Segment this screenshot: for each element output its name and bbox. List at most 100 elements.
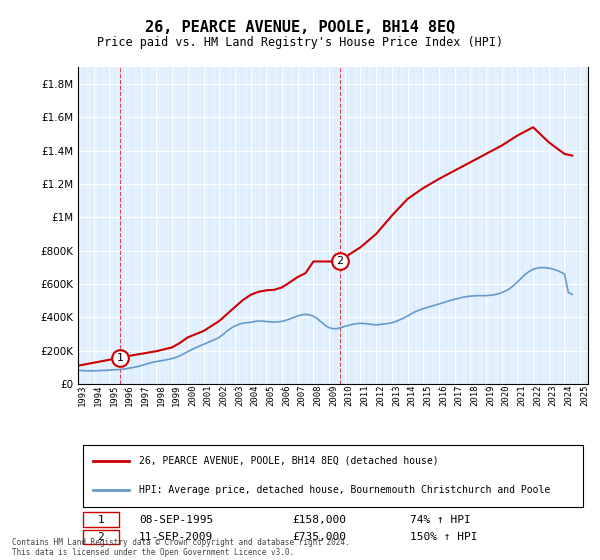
Bar <box>305 67 310 384</box>
Bar <box>313 67 317 384</box>
Bar <box>109 67 113 384</box>
Text: 1993: 1993 <box>78 384 87 405</box>
Bar <box>541 67 545 384</box>
Bar <box>282 67 286 384</box>
Text: Price paid vs. HM Land Registry's House Price Index (HPI): Price paid vs. HM Land Registry's House … <box>97 36 503 49</box>
Text: 1996: 1996 <box>125 384 134 405</box>
Text: 2011: 2011 <box>361 384 370 405</box>
Bar <box>125 67 129 384</box>
FancyBboxPatch shape <box>83 445 583 507</box>
Text: 1999: 1999 <box>172 384 181 405</box>
Bar <box>486 67 490 384</box>
Bar <box>407 67 412 384</box>
Text: Contains HM Land Registry data © Crown copyright and database right 2024.
This d: Contains HM Land Registry data © Crown c… <box>12 538 350 557</box>
Bar <box>337 67 341 384</box>
Text: 1997: 1997 <box>141 384 150 405</box>
Bar <box>384 67 388 384</box>
Bar <box>392 67 396 384</box>
Bar <box>345 67 349 384</box>
Text: 2: 2 <box>337 256 343 267</box>
Bar <box>447 67 451 384</box>
Text: 2022: 2022 <box>533 384 542 405</box>
Text: 2021: 2021 <box>517 384 526 405</box>
Bar <box>211 67 215 384</box>
Bar <box>298 67 302 384</box>
Bar <box>565 67 568 384</box>
Text: 2007: 2007 <box>298 384 307 405</box>
Bar <box>180 67 184 384</box>
Bar <box>509 67 514 384</box>
Text: 2: 2 <box>98 532 104 542</box>
Text: 1995: 1995 <box>109 384 118 405</box>
Text: 26, PEARCE AVENUE, POOLE, BH14 8EQ: 26, PEARCE AVENUE, POOLE, BH14 8EQ <box>145 20 455 35</box>
Text: 2019: 2019 <box>486 384 495 405</box>
Bar <box>172 67 176 384</box>
Text: £158,000: £158,000 <box>292 515 346 525</box>
Text: 2010: 2010 <box>345 384 354 405</box>
Bar <box>251 67 254 384</box>
Text: 2025: 2025 <box>580 384 589 405</box>
Bar <box>439 67 443 384</box>
Bar <box>196 67 200 384</box>
Text: 2006: 2006 <box>282 384 291 405</box>
Text: 26, PEARCE AVENUE, POOLE, BH14 8EQ (detached house): 26, PEARCE AVENUE, POOLE, BH14 8EQ (deta… <box>139 456 439 465</box>
Text: 2005: 2005 <box>266 384 275 405</box>
Bar <box>164 67 168 384</box>
Bar <box>133 67 137 384</box>
Text: 2014: 2014 <box>407 384 416 405</box>
Text: 150% ↑ HPI: 150% ↑ HPI <box>409 532 477 542</box>
Bar <box>549 67 553 384</box>
Text: 1998: 1998 <box>157 384 166 405</box>
Bar <box>243 67 247 384</box>
Text: 2000: 2000 <box>188 384 197 405</box>
Text: 2004: 2004 <box>251 384 260 405</box>
Bar <box>235 67 239 384</box>
Bar <box>290 67 294 384</box>
Bar <box>361 67 364 384</box>
Bar <box>423 67 427 384</box>
Bar <box>455 67 458 384</box>
Bar <box>219 67 223 384</box>
Text: HPI: Average price, detached house, Bournemouth Christchurch and Poole: HPI: Average price, detached house, Bour… <box>139 485 550 495</box>
Text: 2023: 2023 <box>549 384 558 405</box>
Bar <box>274 67 278 384</box>
Bar <box>580 67 584 384</box>
Bar <box>400 67 404 384</box>
Bar <box>525 67 529 384</box>
Bar <box>376 67 380 384</box>
Bar <box>533 67 537 384</box>
Text: 2013: 2013 <box>392 384 401 405</box>
Text: 2002: 2002 <box>219 384 228 405</box>
Bar <box>463 67 466 384</box>
FancyBboxPatch shape <box>83 530 119 544</box>
Bar <box>557 67 560 384</box>
Bar <box>227 67 231 384</box>
Bar <box>203 67 208 384</box>
Bar <box>101 67 106 384</box>
Text: 2012: 2012 <box>376 384 385 405</box>
Text: 2001: 2001 <box>203 384 212 405</box>
Text: 74% ↑ HPI: 74% ↑ HPI <box>409 515 470 525</box>
Bar <box>149 67 152 384</box>
Text: 2009: 2009 <box>329 384 338 405</box>
Bar <box>141 67 145 384</box>
Text: 1994: 1994 <box>94 384 103 405</box>
Text: 2018: 2018 <box>470 384 479 405</box>
Bar <box>94 67 98 384</box>
Bar <box>188 67 192 384</box>
Bar <box>321 67 325 384</box>
Text: 2020: 2020 <box>502 384 511 405</box>
Bar <box>431 67 435 384</box>
Text: 08-SEP-1995: 08-SEP-1995 <box>139 515 214 525</box>
FancyBboxPatch shape <box>83 512 119 527</box>
Bar <box>117 67 121 384</box>
Bar <box>329 67 333 384</box>
Bar <box>470 67 474 384</box>
Bar <box>502 67 506 384</box>
Text: 2024: 2024 <box>565 384 574 405</box>
Text: 2008: 2008 <box>313 384 322 405</box>
Bar <box>353 67 356 384</box>
Bar <box>266 67 270 384</box>
Text: 2015: 2015 <box>423 384 432 405</box>
Text: 2003: 2003 <box>235 384 244 405</box>
